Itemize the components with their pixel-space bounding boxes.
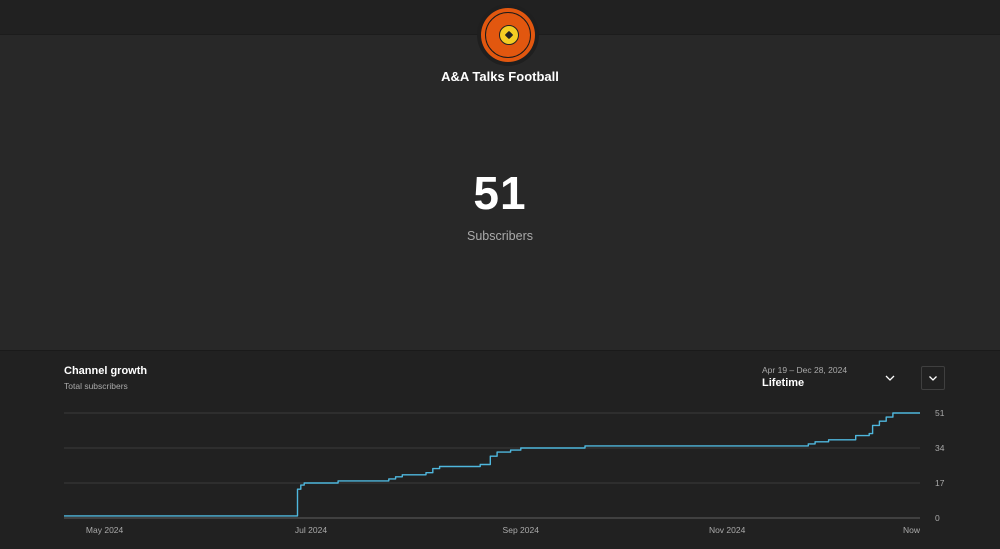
y-tick-label: 0: [935, 513, 940, 523]
y-tick-label: 34: [935, 443, 945, 453]
subscriber-count-label: Subscribers: [467, 229, 533, 243]
panel-subtitle: Total subscribers: [64, 381, 128, 391]
period-dropdown-chevron-icon[interactable]: [880, 368, 900, 388]
panel-title: Channel growth: [64, 365, 148, 377]
x-tick-label: May 2024: [86, 525, 124, 535]
x-tick-label: Now: [903, 525, 921, 535]
y-tick-label: 51: [935, 408, 945, 418]
football-logo-icon: [481, 8, 535, 62]
channel-name: A&A Talks Football: [441, 69, 559, 84]
x-tick-label: Nov 2024: [709, 525, 746, 535]
date-range-text: Apr 19 – Dec 28, 2024: [762, 365, 848, 375]
channel-growth-chart: 0 17 34 51 May 2024 Jul 2024 Sep 2024 Nov 2024 N…: [64, 408, 945, 535]
channel-avatar[interactable]: [477, 4, 539, 66]
expand-button[interactable]: [921, 366, 945, 390]
x-tick-label: Jul 2024: [295, 525, 327, 535]
y-tick-label: 17: [935, 478, 945, 488]
subscriber-count: 51: [473, 167, 527, 219]
x-tick-label: Sep 2024: [503, 525, 540, 535]
subscribers-line: [64, 412, 920, 517]
period-selector-label[interactable]: Lifetime: [762, 377, 805, 389]
chevron-down-icon: [929, 376, 937, 381]
